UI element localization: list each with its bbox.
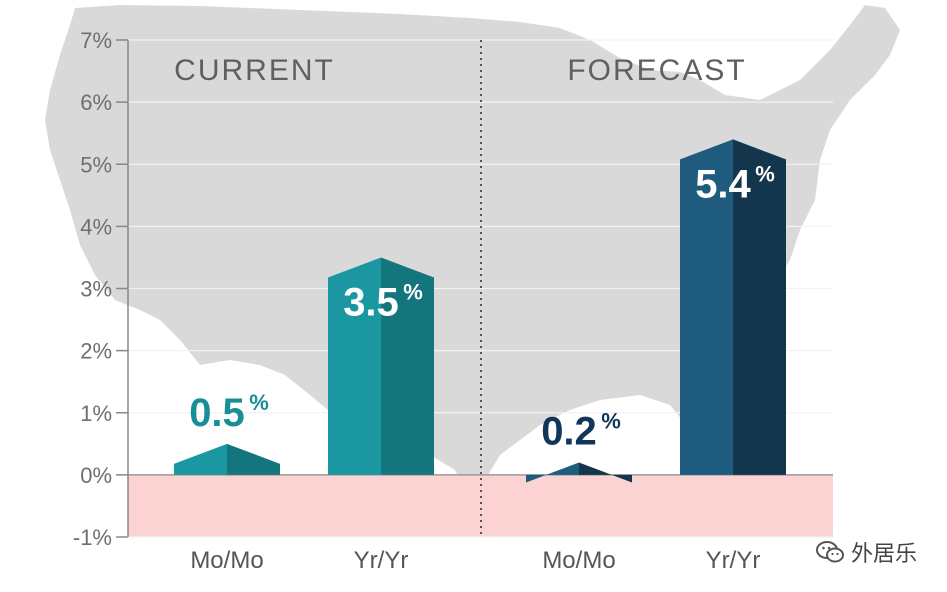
category-label: Yr/Yr: [354, 547, 409, 574]
y-tick-label: -1%: [73, 525, 112, 550]
wechat-icon: [815, 541, 844, 563]
watermark-text: 外居乐: [850, 542, 917, 567]
plot-area: 7% 6% 5% 4% 3% 2% 1% 0% -1% CURRENT 0.5 % Mo/Mo 3.5 % Y…: [73, 28, 833, 574]
y-tick-label: 0%: [80, 463, 112, 488]
value-label-suffix: %: [249, 390, 269, 415]
section-title: FORECAST: [567, 54, 746, 87]
y-tick-label: 2%: [80, 339, 112, 364]
value-label: 5.4: [695, 162, 751, 206]
category-label: Mo/Mo: [542, 547, 615, 574]
bar-left-face: [174, 443, 227, 475]
value-label-suffix: %: [403, 279, 423, 304]
y-tick-label: 4%: [80, 214, 112, 239]
value-label-suffix: %: [601, 408, 621, 433]
bar-right-face: [579, 462, 632, 483]
watermark: 外居乐: [815, 536, 917, 568]
y-tick-label: 7%: [80, 28, 112, 53]
bar-left-face: [526, 462, 579, 483]
value-label: 0.2: [541, 409, 597, 453]
value-label: 3.5: [343, 280, 399, 324]
bar-left-face: [328, 257, 381, 475]
y-tick-label: 6%: [80, 90, 112, 115]
y-tick-label: 1%: [80, 401, 112, 426]
section-title: CURRENT: [174, 54, 335, 87]
bar-right-face: [733, 139, 786, 475]
y-tick-label: 5%: [80, 152, 112, 177]
bar-right-face: [227, 443, 280, 475]
y-tick-label: 3%: [80, 277, 112, 302]
bar-right-face: [381, 257, 434, 475]
bar-left-face: [680, 139, 733, 475]
value-label: 0.5: [189, 391, 245, 435]
category-label: Yr/Yr: [706, 547, 761, 574]
category-label: Mo/Mo: [190, 547, 263, 574]
value-label-suffix: %: [755, 161, 775, 186]
